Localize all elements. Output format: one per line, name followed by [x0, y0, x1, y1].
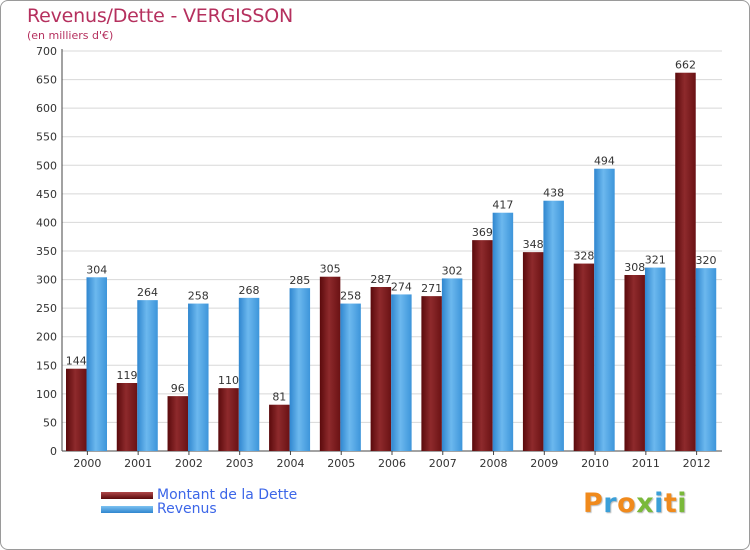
- y-tick-label-600: 600: [36, 102, 57, 115]
- data-label-dette-2006: 287: [370, 273, 391, 286]
- y-tick-label-500: 500: [36, 159, 57, 172]
- legend-item-revenus: Revenus: [101, 501, 217, 517]
- logo-letter: P: [583, 488, 604, 519]
- x-tick-label-2011: 2011: [632, 457, 660, 470]
- x-tick-label-2004: 2004: [276, 457, 304, 470]
- data-label-revenus-2000: 304: [86, 263, 107, 276]
- logo-letter: r: [603, 488, 618, 519]
- y-tick-label-200: 200: [36, 331, 57, 344]
- bar-revenus-2008: [492, 212, 514, 451]
- data-label-dette-2011: 308: [624, 261, 645, 274]
- legend-swatch-revenus: [101, 505, 153, 513]
- bar-dette-2009: [522, 252, 544, 451]
- bar-dette-2012: [675, 72, 696, 451]
- data-label-revenus-2002: 258: [188, 290, 209, 303]
- x-tick-label-2000: 2000: [73, 457, 101, 470]
- bar-revenus-2005: [340, 303, 361, 451]
- chart-subtitle: (en milliers d'€): [27, 29, 114, 42]
- y-tick-label-450: 450: [36, 188, 57, 201]
- bar-dette-2004: [269, 404, 290, 451]
- data-label-revenus-2001: 264: [137, 286, 158, 299]
- data-label-dette-2010: 328: [573, 250, 594, 263]
- x-tick-label-2002: 2002: [175, 457, 203, 470]
- y-tick-label-400: 400: [36, 216, 57, 229]
- y-tick-label-300: 300: [36, 274, 57, 287]
- bar-dette-2010: [573, 263, 595, 451]
- logo-letter: x: [636, 488, 655, 519]
- bar-dette-2006: [370, 287, 392, 451]
- data-label-revenus-2007: 302: [442, 264, 463, 277]
- bar-dette-2003: [218, 388, 239, 451]
- data-label-dette-2004: 81: [272, 391, 286, 404]
- bar-revenus-2001: [137, 300, 158, 451]
- legend-label-revenus: Revenus: [157, 501, 217, 517]
- bar-dette-2008: [472, 240, 493, 451]
- bar-dette-2007: [421, 296, 442, 451]
- data-label-dette-2012: 662: [675, 59, 696, 72]
- logo-letter: i: [654, 488, 664, 519]
- legend-label-dette: Montant de la Dette: [157, 487, 298, 503]
- x-tick-label-2006: 2006: [378, 457, 406, 470]
- data-label-revenus-2011: 321: [645, 254, 666, 267]
- data-label-dette-2001: 119: [117, 369, 138, 382]
- logo-letter: t: [663, 488, 678, 519]
- data-label-revenus-2005: 258: [340, 290, 361, 303]
- proxiti-logo: Proxiti: [583, 488, 687, 519]
- logo-letter: o: [617, 488, 637, 519]
- data-label-dette-2008: 369: [472, 226, 493, 239]
- x-tick-label-2012: 2012: [683, 457, 711, 470]
- bar-revenus-2000: [86, 277, 107, 451]
- y-tick-label-550: 550: [36, 131, 57, 144]
- bar-revenus-2003: [238, 297, 260, 451]
- data-label-dette-2005: 305: [320, 263, 341, 276]
- data-label-revenus-2006: 274: [391, 280, 412, 293]
- data-label-dette-2007: 271: [421, 282, 442, 295]
- bar-revenus-2010: [594, 168, 615, 451]
- bar-dette-2002: [167, 396, 189, 451]
- data-label-dette-2000: 144: [66, 355, 87, 368]
- y-tick-label-150: 150: [36, 359, 57, 372]
- data-label-revenus-2008: 417: [492, 199, 513, 212]
- y-tick-label-700: 700: [36, 45, 57, 58]
- x-tick-label-2003: 2003: [226, 457, 254, 470]
- data-label-revenus-2009: 438: [543, 187, 564, 200]
- y-tick-label-50: 50: [43, 416, 57, 429]
- bar-revenus-2009: [543, 200, 564, 451]
- x-tick-label-2008: 2008: [480, 457, 508, 470]
- y-tick-label-350: 350: [36, 245, 57, 258]
- bar-dette-2005: [319, 276, 341, 451]
- y-tick-label-250: 250: [36, 302, 57, 315]
- data-label-revenus-2004: 285: [289, 274, 310, 287]
- data-label-dette-2002: 96: [171, 382, 185, 395]
- bar-dette-2001: [116, 383, 138, 451]
- bar-revenus-2002: [188, 303, 209, 451]
- x-tick-label-2010: 2010: [581, 457, 609, 470]
- data-label-dette-2009: 348: [523, 238, 544, 251]
- bar-dette-2000: [66, 368, 87, 451]
- data-label-revenus-2012: 320: [695, 254, 716, 267]
- x-tick-label-2007: 2007: [429, 457, 457, 470]
- bar-revenus-2007: [441, 278, 463, 451]
- bar-dette-2011: [624, 275, 645, 451]
- x-tick-label-2005: 2005: [327, 457, 355, 470]
- x-tick-label-2009: 2009: [530, 457, 558, 470]
- data-label-revenus-2003: 268: [239, 284, 260, 297]
- data-label-revenus-2010: 494: [594, 155, 615, 168]
- legend-swatch-dette: [101, 491, 153, 499]
- y-tick-label-100: 100: [36, 388, 57, 401]
- bar-revenus-2012: [695, 268, 717, 451]
- bar-revenus-2006: [391, 294, 412, 451]
- bar-revenus-2004: [289, 288, 311, 451]
- chart-title: Revenus/Dette - VERGISSON: [27, 5, 294, 27]
- logo-letter: i: [677, 488, 688, 519]
- x-tick-label-2001: 2001: [124, 457, 152, 470]
- legend-item-dette: Montant de la Dette: [101, 487, 297, 503]
- y-tick-label-650: 650: [36, 74, 57, 87]
- y-tick-label-0: 0: [50, 445, 57, 458]
- data-label-dette-2003: 110: [218, 374, 239, 387]
- bar-revenus-2011: [644, 267, 666, 451]
